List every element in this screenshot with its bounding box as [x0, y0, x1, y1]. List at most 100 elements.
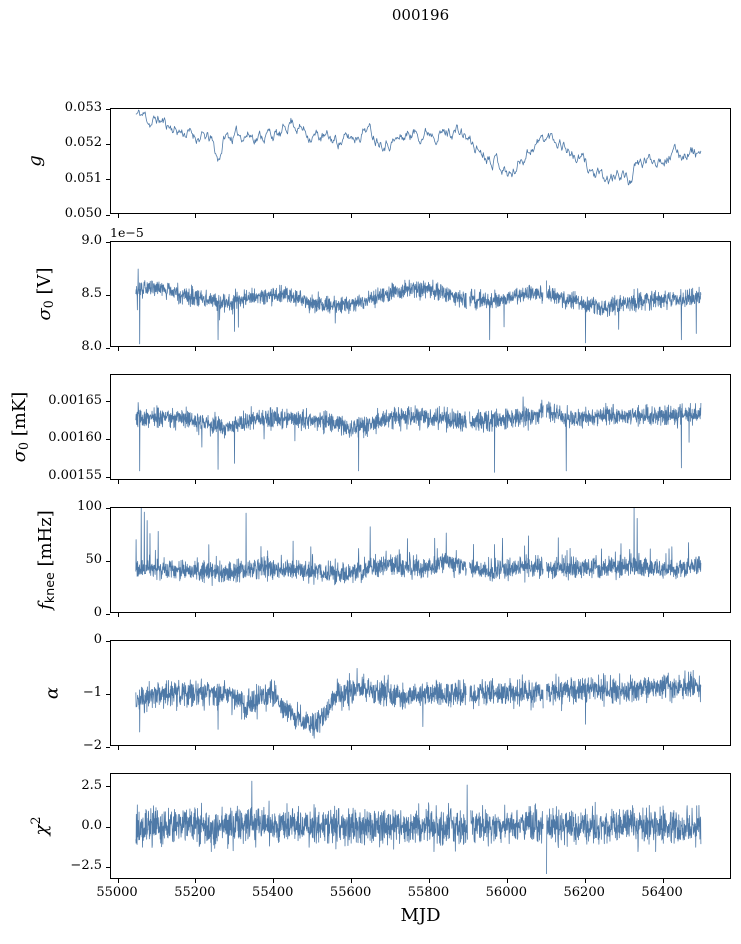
plot-area-sigma0-mk	[135, 396, 702, 473]
x-tick-mark	[273, 879, 275, 883]
panel-chi2	[106, 773, 731, 883]
y-tick-mark	[106, 401, 110, 402]
x-tick-mark	[273, 480, 275, 484]
x-tick-mark	[195, 613, 197, 617]
y-tick-mark	[106, 143, 110, 145]
x-tick-mark	[117, 347, 119, 351]
panel-sigma0-mk	[106, 374, 731, 484]
x-tick-label: 56000	[485, 885, 528, 900]
series-line-f-knee	[135, 508, 702, 586]
y-tick-label: 0.00160	[48, 430, 102, 446]
y-tick-mark	[106, 294, 110, 296]
x-tick-mark	[117, 480, 119, 484]
y-axis-label-f-knee: fknee [mHz]	[35, 510, 57, 609]
y-tick-mark	[106, 179, 110, 181]
y-axis-label-segment: g	[24, 155, 46, 167]
y-axis-label-g: g	[25, 155, 46, 167]
y-tick-label: 50	[85, 552, 102, 567]
y-axis-label-segment: χ	[30, 824, 52, 836]
x-tick-mark	[506, 214, 508, 218]
axis-offset-text: 1e−5	[110, 225, 144, 240]
x-tick-mark	[195, 879, 197, 883]
x-tick-mark	[506, 879, 508, 883]
x-tick-mark	[351, 347, 353, 351]
x-tick-mark	[117, 214, 119, 218]
x-tick-mark	[273, 347, 275, 351]
chart-title: 000196	[391, 6, 450, 24]
y-axis-label-segment: σ	[33, 308, 55, 321]
x-tick-mark	[351, 613, 353, 617]
y-axis-label-segment: [V]	[33, 267, 55, 301]
x-tick-mark	[117, 613, 119, 617]
x-tick-mark	[195, 480, 197, 484]
plot-area-f-knee	[135, 508, 702, 586]
y-tick-label: 8.0	[81, 339, 102, 354]
x-tick-mark	[117, 879, 119, 883]
x-tick-mark	[195, 214, 197, 218]
x-tick-label: 56200	[563, 885, 605, 900]
y-tick-label: 0.0	[81, 818, 102, 833]
y-tick-label: 0	[93, 605, 102, 620]
y-axis-label-segment: 0	[41, 300, 57, 309]
x-tick-mark	[195, 347, 197, 351]
y-tick-label: 0.00155	[48, 468, 102, 484]
x-axis-label: MJD	[400, 905, 441, 926]
series-line-g	[135, 109, 702, 186]
y-axis-label-alpha: α	[42, 687, 63, 699]
y-tick-mark	[106, 866, 110, 868]
x-tick-mark	[584, 480, 586, 484]
y-tick-label: 0.00165	[48, 392, 102, 408]
x-tick-mark	[584, 746, 586, 750]
y-tick-mark	[106, 613, 110, 615]
y-tick-mark	[106, 108, 110, 110]
x-tick-mark	[506, 746, 508, 750]
y-axis-label-chi2: χ2	[28, 817, 52, 836]
x-tick-mark	[428, 746, 430, 750]
x-tick-mark	[351, 214, 353, 218]
x-tick-mark	[351, 879, 353, 883]
y-tick-label: 100	[77, 499, 102, 514]
x-tick-mark	[584, 613, 586, 617]
y-axis-label-segment: σ	[8, 450, 30, 463]
y-tick-mark	[106, 693, 110, 695]
y-axis-label-segment: 2	[28, 816, 44, 825]
y-axis-label-sigma0-v: σ0 [V]	[34, 267, 56, 320]
y-axis-label-segment: 0	[16, 441, 32, 451]
y-tick-label: 0.053	[64, 100, 102, 115]
x-tick-mark	[273, 613, 275, 617]
x-tick-mark	[662, 214, 664, 218]
x-tick-mark	[273, 746, 275, 750]
panel-sigma0-v	[106, 241, 731, 351]
x-tick-mark	[662, 480, 664, 484]
x-tick-mark	[506, 613, 508, 617]
x-tick-mark	[584, 347, 586, 351]
x-tick-mark	[428, 214, 430, 218]
x-tick-mark	[584, 214, 586, 218]
y-axis-label-segment: [mK]	[8, 391, 30, 442]
y-tick-label: −1	[82, 685, 102, 700]
y-tick-mark	[106, 507, 110, 509]
y-axis-label-segment: α	[41, 686, 63, 700]
series-line-sigma0-v	[135, 268, 702, 345]
panel-alpha	[106, 640, 731, 750]
y-axis-label-segment: f	[34, 603, 56, 610]
y-tick-mark	[106, 347, 110, 349]
y-tick-label: 0.052	[64, 135, 102, 151]
panel-g	[106, 108, 731, 218]
x-tick-mark	[428, 480, 430, 484]
series-line-sigma0-mk	[135, 396, 702, 473]
y-tick-mark	[106, 214, 110, 216]
x-tick-mark	[662, 613, 664, 617]
y-tick-label: 2.5	[81, 777, 102, 793]
x-tick-mark	[506, 480, 508, 484]
plot-area-sigma0-v	[135, 268, 702, 345]
series-line-chi2	[135, 780, 702, 875]
y-tick-mark	[106, 560, 110, 562]
x-tick-label: 55200	[174, 885, 216, 900]
y-tick-label: −2.5	[70, 858, 102, 874]
x-tick-label: 55600	[329, 885, 372, 900]
panel-f-knee	[106, 507, 731, 617]
x-tick-label: 56400	[641, 885, 683, 900]
x-tick-mark	[428, 879, 430, 883]
